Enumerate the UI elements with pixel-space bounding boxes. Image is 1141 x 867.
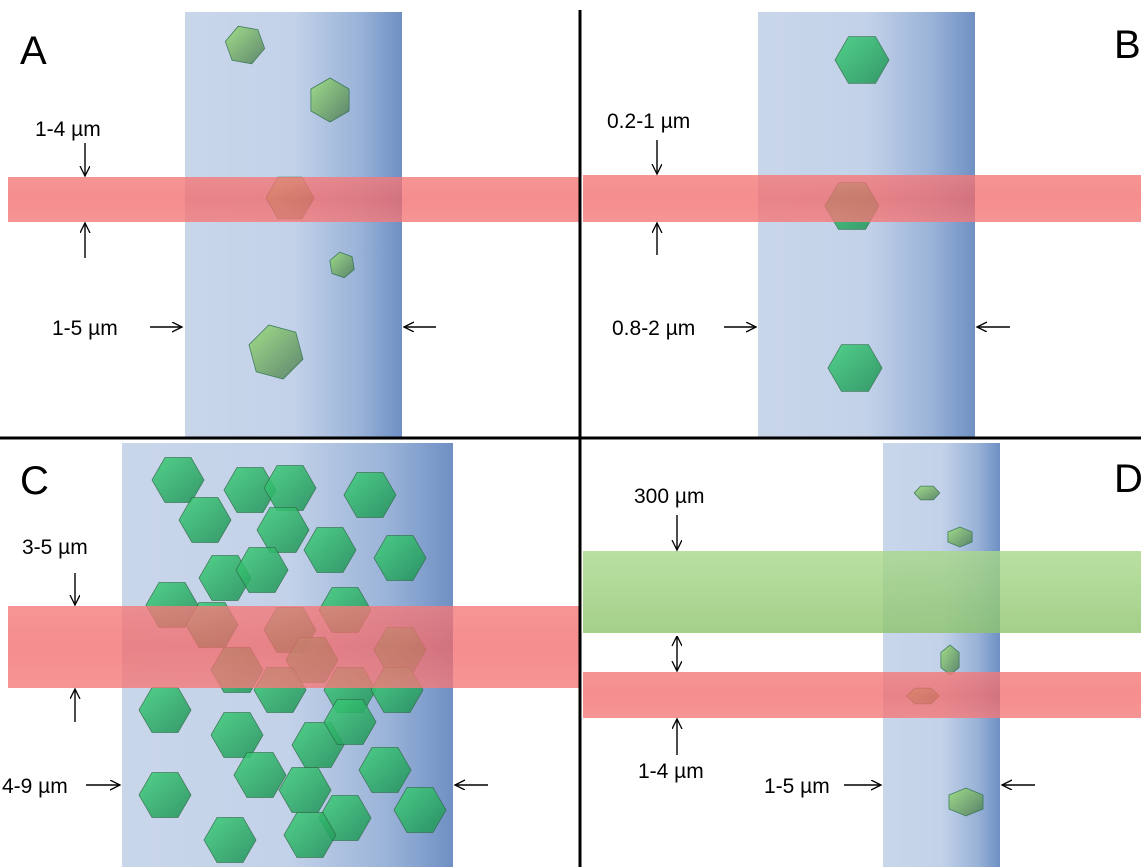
dimension-label: 1-5 µm xyxy=(52,317,118,340)
panel-label: B xyxy=(1114,23,1141,67)
xray-beam xyxy=(8,177,580,222)
dimension-label: 1-4 µm xyxy=(638,760,704,783)
panel-label: C xyxy=(20,459,49,503)
dimension-label: 0.8-2 µm xyxy=(612,317,695,340)
dimension-label: 1-4 µm xyxy=(35,118,101,141)
pump-beam xyxy=(583,551,1141,633)
channel xyxy=(185,12,402,438)
dimension-label: 1-5 µm xyxy=(764,775,830,798)
dimension-label: 3-5 µm xyxy=(22,536,88,559)
dimension-label: 4-9 µm xyxy=(2,775,68,798)
dimension-label: 300 µm xyxy=(634,485,704,508)
xray-beam xyxy=(583,175,1141,222)
xray-beam xyxy=(583,672,1141,718)
panel-label: A xyxy=(20,29,47,73)
xray-beam xyxy=(8,606,580,688)
dimension-label: 0.2-1 µm xyxy=(607,110,690,133)
diagram: A 1-4 µm 1-5 µm B 0.2-1 µm 0.8-2 µm C 3-… xyxy=(0,0,1141,867)
panel-label: D xyxy=(1114,457,1141,501)
